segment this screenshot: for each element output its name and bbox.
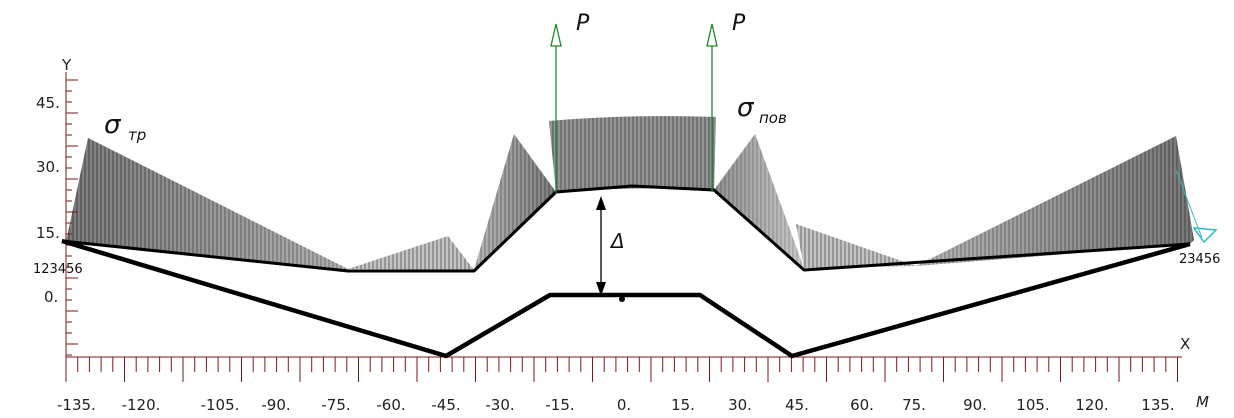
force-arrow-left: [550, 23, 562, 194]
x-tick-label: -15.: [545, 396, 574, 414]
stress-epure-right-outer: [916, 136, 1194, 266]
x-tick-label: -75.: [321, 396, 350, 414]
stress-epure-left-inner: [348, 134, 556, 270]
x-tick-label: 30.: [728, 396, 752, 414]
y-axis-label: Y: [61, 56, 72, 74]
sigma-pov-symbol: σ: [737, 93, 755, 123]
x-tick-label: 60.: [850, 396, 874, 414]
support-marker-line: [1175, 169, 1203, 239]
initial-contour: [61, 238, 1191, 359]
force-label-left: P: [576, 11, 590, 36]
delta-label: Δ: [609, 229, 625, 253]
deformed-contour: [61, 184, 1191, 273]
y-tick-label: 30.: [36, 158, 60, 176]
sigma-tr-subscript: тр: [128, 126, 146, 144]
x-tick-label: -45.: [431, 396, 460, 414]
support-marker-right: [1192, 227, 1218, 244]
x-tick-label: -120.: [122, 396, 161, 414]
x-tick-label: 90.: [963, 396, 987, 414]
node-label-right: 23456: [1179, 252, 1220, 267]
sigma-pov-subscript: пов: [759, 109, 787, 127]
y-tick-label: 15.: [36, 224, 60, 242]
delta-dimension: [596, 196, 606, 296]
x-axis-unit: M: [1196, 393, 1209, 411]
x-tick-label: -135.: [57, 396, 96, 414]
x-axis-label: X: [1180, 335, 1190, 353]
stress-epure-left-outer: [66, 138, 348, 270]
force-arrow-right: [706, 23, 718, 192]
x-tick-label: 75.: [902, 396, 926, 414]
center-point: [619, 296, 625, 302]
force-label-right: P: [732, 11, 746, 36]
x-axis: [65, 356, 1182, 382]
x-tick-label: 135.: [1141, 396, 1174, 414]
y-tick-label: 45.: [36, 94, 60, 112]
sigma-tr-symbol: σ: [104, 110, 122, 140]
x-tick-label: -60.: [376, 396, 405, 414]
x-tick-label: 105.: [1016, 396, 1049, 414]
y-axis: [65, 72, 78, 357]
x-tick-label: -30.: [485, 396, 514, 414]
y-tick-label: 0.: [44, 288, 58, 306]
x-tick-label: 45.: [785, 396, 809, 414]
x-tick-label: 120.: [1075, 396, 1108, 414]
x-tick-label: -105.: [201, 396, 240, 414]
x-tick-label: -90.: [261, 396, 290, 414]
x-tick-labels: -135. -120. -105. -90. -75. -60. -45. -3…: [57, 396, 1175, 414]
stress-epure-crest: [549, 116, 716, 192]
stress-epure-right-inner: [714, 134, 916, 268]
x-tick-label: 0.: [617, 396, 631, 414]
x-tick-label: 15.: [671, 396, 695, 414]
node-label-left: 123456: [33, 262, 83, 277]
